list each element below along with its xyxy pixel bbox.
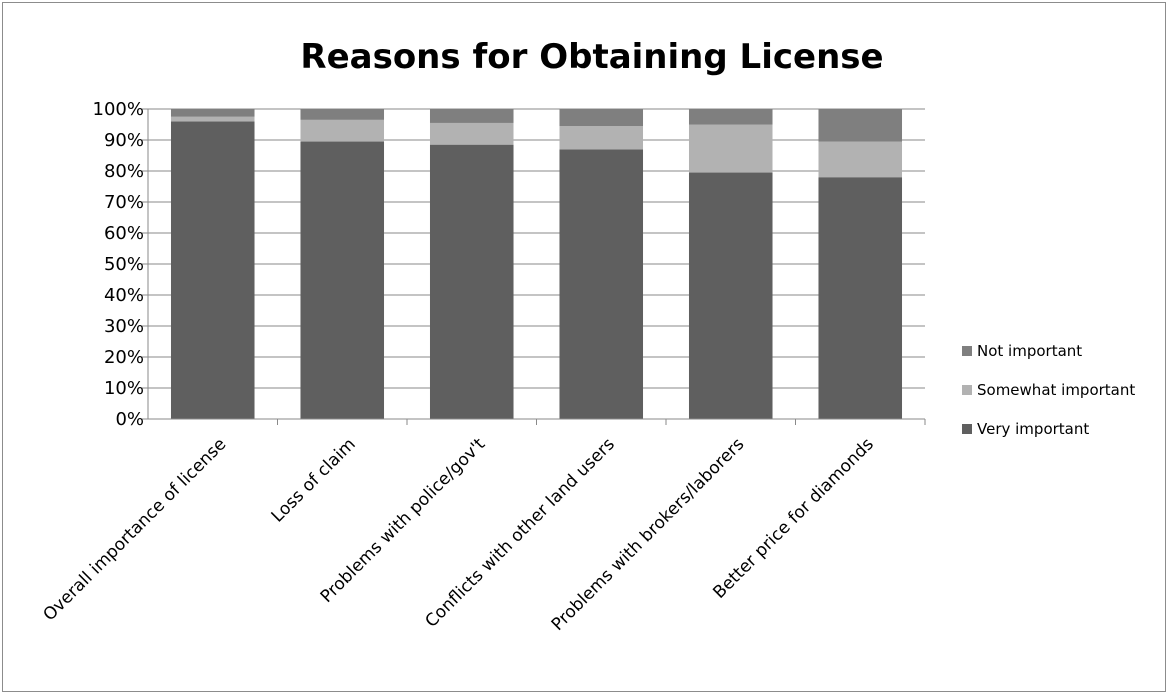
- bar-segment-very-important: [429, 144, 514, 419]
- y-axis: 0% 10% 20% 30% 40% 50% 60% 70% 80% 90% 100%: [93, 99, 149, 430]
- bar-segment-not-important: [688, 109, 773, 125]
- bars: [170, 109, 903, 420]
- bar-segment-somewhat-important: [688, 124, 773, 173]
- legend-label: Very important: [977, 420, 1089, 438]
- x-tick-label: Loss of claim: [268, 434, 360, 526]
- legend-label: Somewhat important: [977, 381, 1135, 399]
- chart-title: Reasons for Obtaining License: [300, 37, 883, 77]
- bar-segment-somewhat-important: [818, 141, 903, 178]
- y-tick-label: 60%: [104, 223, 144, 244]
- bar-segment-somewhat-important: [170, 116, 255, 122]
- y-tick-label: 50%: [104, 254, 144, 275]
- bar-segment-somewhat-important: [559, 126, 644, 150]
- legend-swatch: [962, 385, 972, 395]
- bar-segment-not-important: [559, 109, 644, 127]
- bar-segment-not-important: [300, 109, 385, 120]
- y-tick-label: 40%: [104, 285, 144, 306]
- gridlines: [148, 108, 925, 420]
- legend-swatch: [962, 424, 972, 434]
- bar-segment-not-important: [170, 109, 255, 117]
- y-tick-label: 70%: [104, 192, 144, 213]
- bar-segment-somewhat-important: [300, 119, 385, 142]
- bar-segment-very-important: [170, 121, 255, 420]
- legend-label: Not important: [977, 342, 1082, 360]
- bar-segment-very-important: [559, 149, 644, 420]
- x-axis: Overall importance of license Loss of cla…: [39, 418, 926, 635]
- y-tick-label: 100%: [93, 99, 144, 120]
- y-tick-label: 80%: [104, 161, 144, 182]
- bar-segment-very-important: [688, 172, 773, 419]
- y-tick-label: 10%: [104, 378, 144, 399]
- y-tick-label: 0%: [115, 409, 144, 430]
- y-tick-label: 30%: [104, 316, 144, 337]
- y-tick-label: 20%: [104, 347, 144, 368]
- bar-segment-not-important: [429, 109, 514, 123]
- x-tick-label: Overall importance of license: [39, 434, 230, 625]
- legend-swatch: [962, 346, 972, 356]
- bar-segment-not-important: [818, 109, 903, 142]
- y-tick-label: 90%: [104, 130, 144, 151]
- bar-segment-very-important: [300, 141, 385, 420]
- legend: Not important Somewhat important Very impo…: [962, 342, 1135, 438]
- bar-segment-very-important: [818, 177, 903, 419]
- bar-segment-somewhat-important: [429, 122, 514, 145]
